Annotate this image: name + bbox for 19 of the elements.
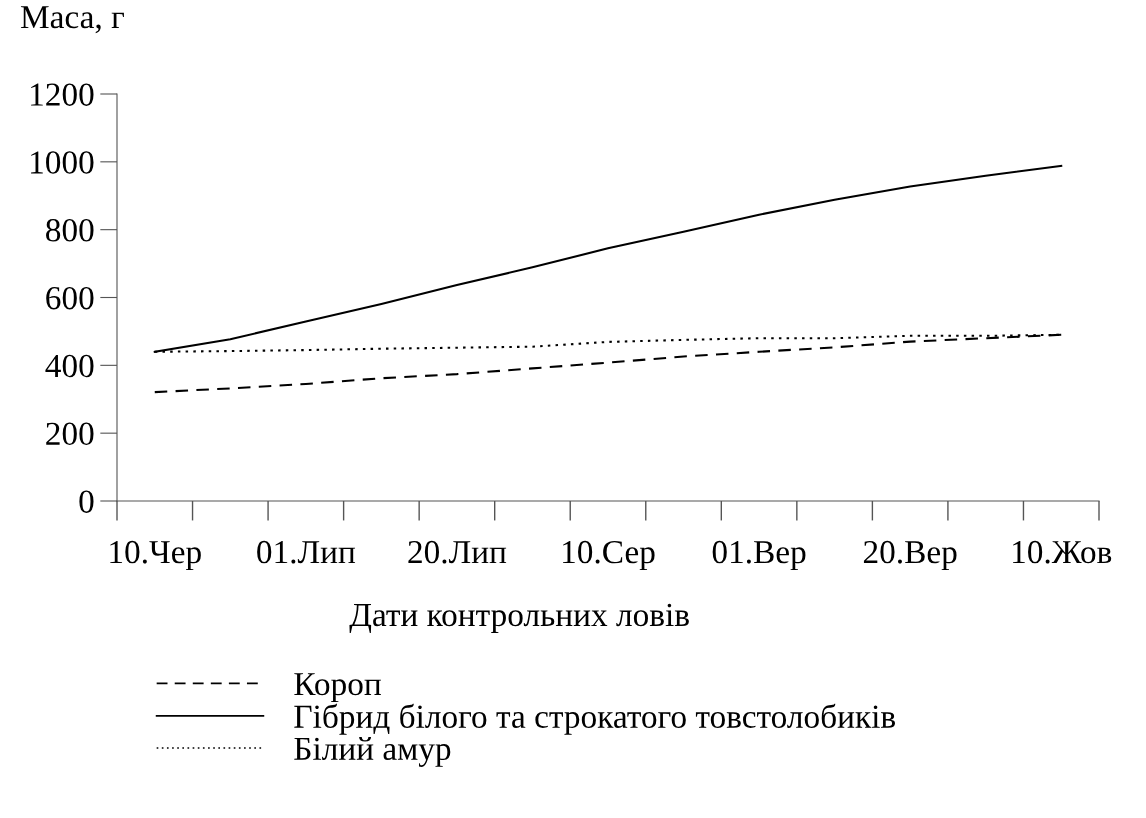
- legend-label: Короп: [294, 673, 381, 703]
- y-tick-label: 600: [46, 286, 94, 310]
- y-tick-label: 800: [46, 219, 94, 242]
- x-tick-label: 10.Жов: [1013, 540, 1112, 564]
- legend-label: Гібрид білого та строкатого товстолобиків: [294, 703, 896, 735]
- x-tick-label: 20.Лип: [408, 540, 507, 564]
- x-axis-title: Дати контрольних ловів: [349, 603, 689, 633]
- x-tick-label: 10.Сер: [563, 540, 655, 571]
- y-tick-label: 400: [45, 354, 94, 378]
- legend-label: Білий амур: [294, 736, 451, 767]
- y-tick-label: 1200: [31, 83, 94, 106]
- x-tick-label: 01.Вер: [712, 540, 806, 571]
- x-tick-label: 10.Чер: [110, 540, 201, 571]
- x-tick-label: 20.Вер: [863, 540, 957, 571]
- x-tick-label: 01.Лип: [257, 540, 356, 564]
- y-tick-label: 0: [79, 490, 94, 513]
- y-tick-label: 200: [46, 422, 94, 446]
- y-tick-label: 1000: [31, 151, 94, 174]
- y-axis-title: Маса, г: [20, 6, 124, 34]
